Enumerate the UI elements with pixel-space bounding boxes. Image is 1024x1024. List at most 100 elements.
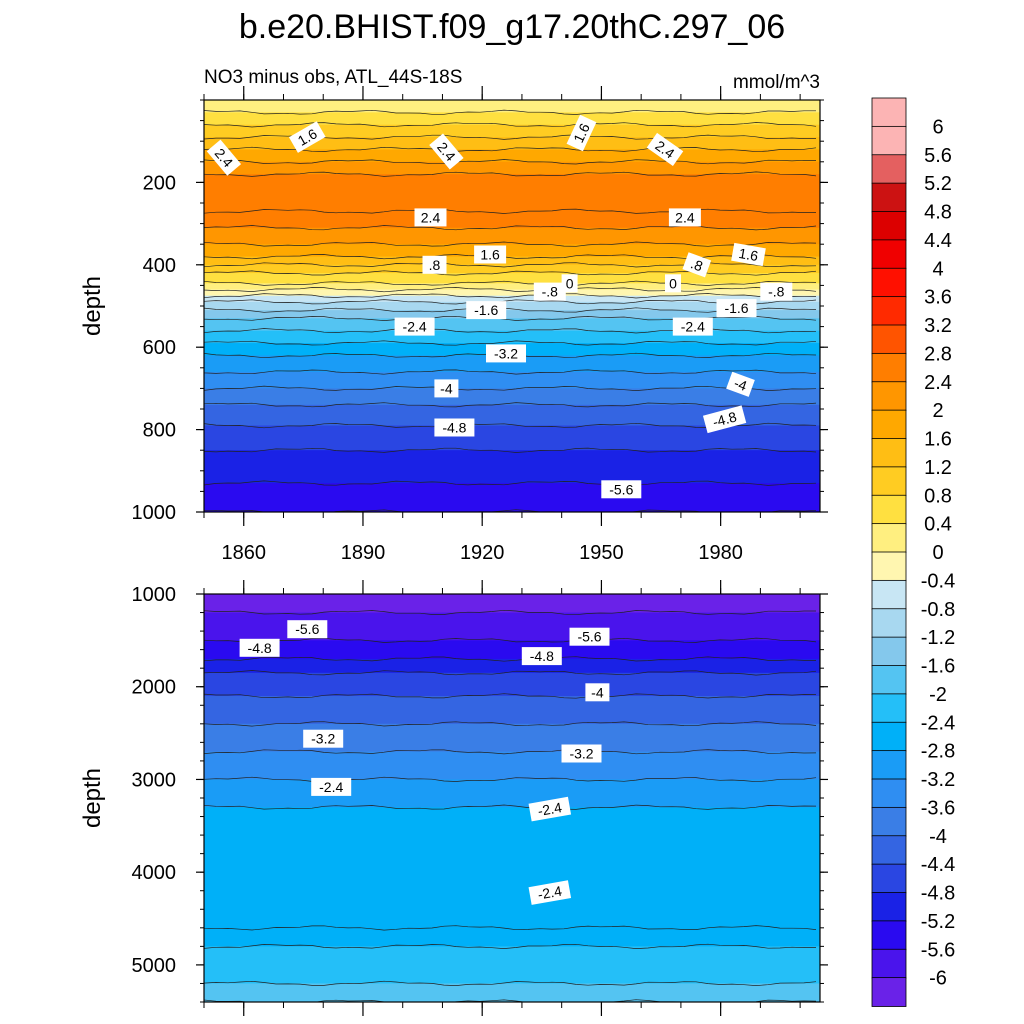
- contour-label: 2.4: [414, 208, 447, 227]
- colorbar-box: [871, 409, 907, 440]
- contour-label: 0: [665, 274, 681, 293]
- colorbar-label: 3.6: [924, 287, 952, 309]
- svg-text:1.6: 1.6: [570, 121, 593, 146]
- colorbar-label: 0.4: [924, 514, 952, 536]
- colorbar-box: [871, 721, 907, 752]
- colorbar-box: [871, 693, 907, 724]
- contour-band: [204, 112, 820, 126]
- colorbar-box: [871, 267, 907, 298]
- contour-label: -2.4: [394, 317, 435, 336]
- colorbar-box: [871, 211, 907, 241]
- colorbar: 6 5.6 5.2 4.8 4.4 4 3.6 3.2 2.8 2.4 2 1.6 1.2 0.8 0.4 0…: [871, 97, 955, 1007]
- svg-text:1.6: 1.6: [480, 247, 500, 263]
- contour-band: [204, 301, 820, 311]
- contour-line: [204, 270, 817, 276]
- contour-line: [204, 447, 817, 453]
- svg-text:1.6: 1.6: [738, 245, 760, 264]
- contour-band: [204, 983, 820, 1002]
- contour-band: [204, 244, 820, 258]
- contour-band: [204, 751, 820, 781]
- contour-band: [204, 672, 820, 697]
- contour-line: [204, 225, 817, 231]
- contour-band: [204, 227, 820, 245]
- contour-band: [204, 318, 820, 332]
- contour-band: [204, 310, 820, 319]
- contour-band: [204, 696, 820, 725]
- colorbar-box: [871, 806, 907, 837]
- contour-line: [204, 925, 817, 931]
- svg-text:0: 0: [669, 275, 677, 291]
- colorbar-label: -4: [929, 826, 947, 848]
- contour-line: [204, 369, 817, 375]
- contour-band: [204, 149, 820, 163]
- svg-text:-5.6: -5.6: [609, 481, 633, 497]
- contour-line: [204, 980, 817, 986]
- contour-band: [204, 264, 820, 274]
- svg-text:-2.4: -2.4: [681, 319, 705, 335]
- svg-text:-4: -4: [440, 380, 453, 396]
- colorbar-label: 1.2: [924, 457, 952, 479]
- contour-band: [204, 355, 820, 373]
- contour-label: 2.4: [668, 208, 701, 227]
- colorbar-label: -2.4: [921, 712, 955, 734]
- colorbar-box: [871, 863, 907, 894]
- colorbar-box: [871, 239, 907, 270]
- svg-text:-5.6: -5.6: [295, 621, 319, 637]
- colorbar-box: [871, 608, 907, 639]
- contour-label: -2.4: [528, 880, 572, 905]
- contour-line: [204, 122, 817, 128]
- contour-line: [204, 280, 817, 286]
- contour-line: [204, 749, 817, 755]
- colorbar-box: [871, 182, 907, 213]
- contour-label: 1.6: [731, 242, 766, 267]
- colorbar-label: 2.8: [924, 343, 952, 365]
- contour-band: [204, 404, 820, 427]
- colorbar-box: [871, 381, 907, 412]
- contour-line: [204, 509, 817, 512]
- contour-band: [204, 807, 820, 929]
- contour-line: [204, 693, 817, 699]
- svg-text:.8: .8: [429, 257, 441, 273]
- contour-band: [204, 174, 820, 212]
- contour-line: [204, 999, 817, 1002]
- contour-label: -1.6: [466, 301, 507, 320]
- svg-text:-2.4: -2.4: [537, 799, 564, 819]
- contour-label: -5.6: [287, 620, 328, 639]
- contour-band: [204, 371, 820, 389]
- colorbar-box: [871, 97, 907, 128]
- svg-text:-4.8: -4.8: [711, 408, 739, 430]
- colorbar-label: 0: [932, 542, 943, 564]
- contour-line: [204, 340, 817, 346]
- svg-text:-3.2: -3.2: [311, 731, 335, 747]
- svg-text:-4.8: -4.8: [248, 640, 272, 656]
- colorbar-label: -5.2: [921, 911, 955, 933]
- contour-band: [204, 640, 820, 660]
- chart-title: b.e20.BHIST.f09_g17.20thC.297_06: [239, 8, 785, 46]
- y-tick-label: 4000: [132, 862, 177, 884]
- contour-band: [204, 211, 820, 229]
- contour-line: [204, 293, 817, 299]
- contour-label: -4.8: [434, 418, 475, 437]
- contour-label: .8: [422, 255, 447, 274]
- colorbar-box: [871, 665, 907, 695]
- svg-text:-1.6: -1.6: [724, 300, 748, 316]
- contour-label: -2.4: [672, 317, 713, 336]
- contour-label: -4.8: [702, 405, 747, 434]
- colorbar-box: [871, 636, 907, 667]
- x-tick-label: 1980: [698, 542, 743, 564]
- colorbar-label: 4.8: [924, 202, 952, 224]
- y-tick-label: 1000: [132, 502, 177, 524]
- x-tick-label: 1950: [579, 542, 624, 564]
- variable-label: NO3 minus obs, ATL_44S-18S: [204, 67, 462, 88]
- svg-text:-4.8: -4.8: [442, 420, 466, 436]
- contour-label: -2.4: [311, 777, 352, 796]
- svg-text:-2.4: -2.4: [537, 883, 564, 903]
- contour-band: [204, 100, 820, 113]
- contour-label: 1.6: [288, 121, 326, 153]
- contour-band: [204, 161, 820, 175]
- x-tick-label: 1890: [341, 542, 386, 564]
- x-tick-label: 1920: [460, 542, 505, 564]
- colorbar-label: 5.6: [924, 145, 952, 167]
- contour-label: -1.6: [716, 299, 757, 318]
- svg-text:-4.8: -4.8: [530, 648, 554, 664]
